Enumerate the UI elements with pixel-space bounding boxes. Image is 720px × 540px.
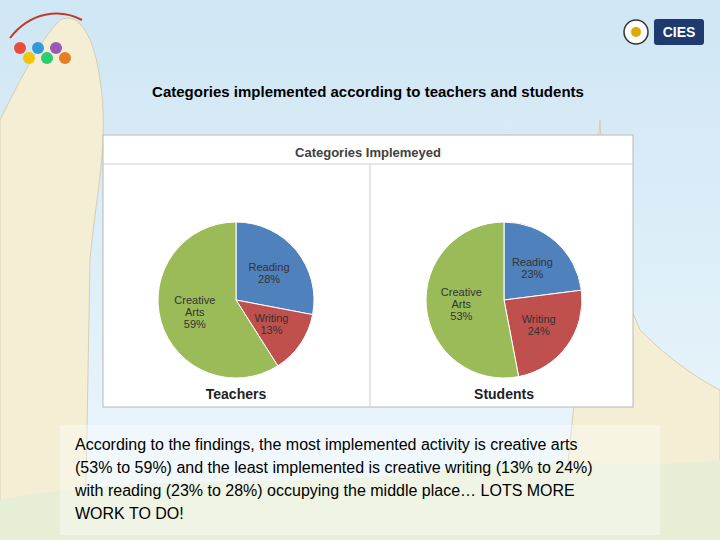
pie bbox=[158, 222, 314, 378]
category-label: Arts bbox=[185, 306, 205, 318]
logo-arc bbox=[10, 14, 82, 38]
logo-box bbox=[654, 19, 704, 45]
pie bbox=[426, 222, 582, 378]
chart-frame bbox=[103, 135, 633, 407]
divider bbox=[370, 164, 371, 407]
logo-dot bbox=[59, 52, 71, 64]
category-label: Reading bbox=[249, 261, 290, 273]
logo-dot bbox=[41, 52, 53, 64]
caption-line: (53% to 59%) and the least implemented i… bbox=[75, 459, 593, 476]
value-label: 28% bbox=[258, 273, 280, 285]
emblem bbox=[624, 20, 648, 44]
logo-dot bbox=[14, 42, 26, 54]
data-label: Reading28% bbox=[249, 261, 290, 285]
pie-slice bbox=[236, 222, 314, 315]
slide: CIES Categories implemented according to … bbox=[0, 0, 720, 540]
category-label: Creative bbox=[441, 286, 482, 298]
category-label: Writing bbox=[522, 313, 556, 325]
pie-slice bbox=[504, 222, 581, 300]
category-label: Creative bbox=[174, 294, 215, 306]
figure-title: Categories Implemeyed bbox=[295, 145, 441, 160]
value-label: 53% bbox=[450, 310, 472, 322]
value-label: 13% bbox=[260, 324, 282, 336]
data-label: Writing13% bbox=[254, 312, 288, 336]
logo-text: CIES bbox=[663, 24, 696, 40]
category-label: Writing bbox=[254, 312, 288, 324]
slide-body: {"header": {"title": "Categories impleme… bbox=[0, 0, 720, 540]
value-label: 24% bbox=[528, 325, 550, 337]
category-label: Reading bbox=[512, 256, 553, 268]
pie-slice bbox=[158, 222, 278, 378]
caption-line: According to the findings, the most impl… bbox=[75, 436, 577, 453]
divider bbox=[103, 164, 633, 165]
category-label: Arts bbox=[452, 298, 472, 310]
data-label: Reading23% bbox=[512, 256, 553, 280]
slide-title: Categories implemented according to teac… bbox=[152, 83, 584, 100]
background bbox=[0, 0, 720, 540]
data-label: CreativeArts59% bbox=[174, 294, 215, 330]
caption-line: with reading (23% to 28%) occupying the … bbox=[74, 482, 575, 499]
caption-line: WORK TO DO! bbox=[75, 505, 184, 522]
logo-dot bbox=[32, 42, 44, 54]
pie-slice bbox=[426, 222, 519, 378]
value-label: 23% bbox=[521, 268, 543, 280]
emblem-core bbox=[631, 27, 641, 37]
data-label: Writing24% bbox=[522, 313, 556, 337]
logo-dot bbox=[50, 42, 62, 54]
pie-title: Students bbox=[474, 386, 534, 402]
logo-dot bbox=[23, 52, 35, 64]
value-label: 59% bbox=[184, 318, 206, 330]
pie-title: Teachers bbox=[206, 386, 267, 402]
data-label: CreativeArts53% bbox=[441, 286, 482, 322]
text-panel bbox=[60, 425, 660, 535]
